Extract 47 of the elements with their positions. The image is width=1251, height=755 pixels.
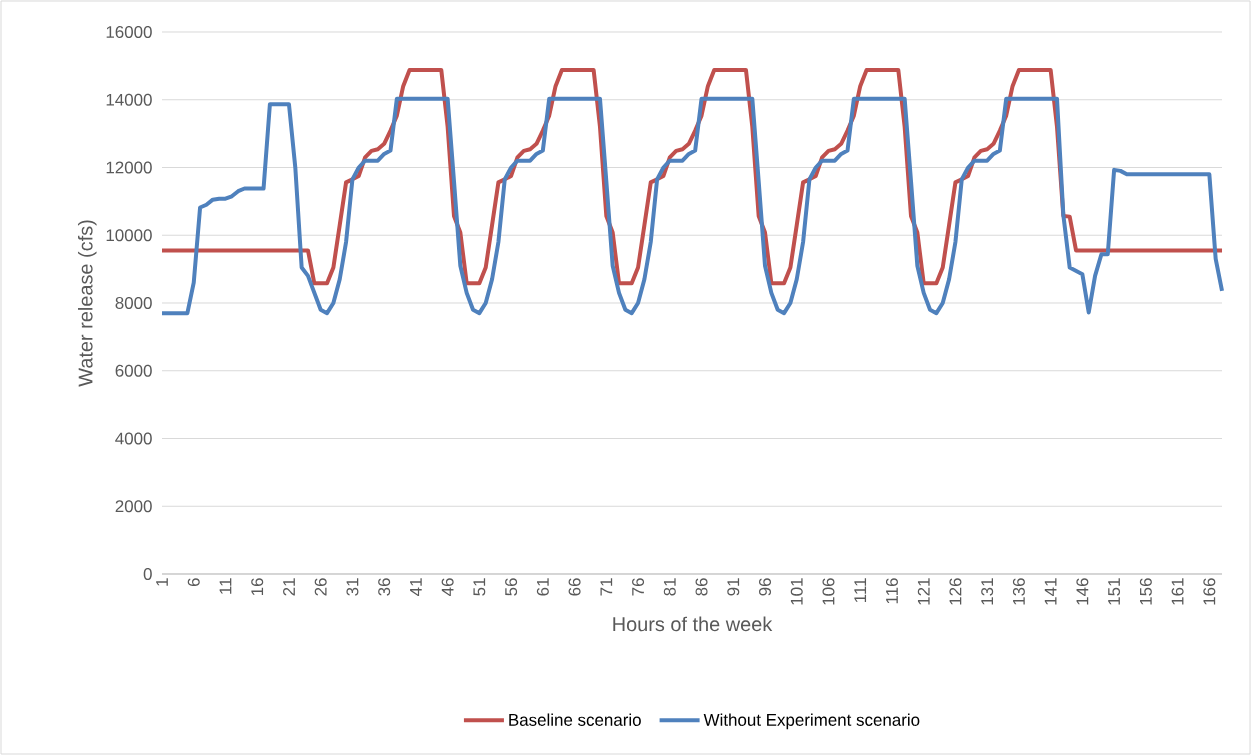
x-tick-label: 26	[314, 578, 327, 596]
x-tick-label: 166	[1203, 578, 1216, 605]
x-tick-label: 41	[410, 578, 422, 596]
x-tick-label: 86	[695, 578, 708, 596]
x-tick-label: 96	[759, 578, 772, 596]
x-tick-label: 21	[283, 578, 295, 596]
x-tick-label: 136	[1012, 578, 1025, 605]
x-tick-label: 131	[981, 578, 994, 605]
x-axis-title: Hours of the week	[613, 616, 773, 632]
x-tick-label: 46	[441, 578, 454, 596]
x-tick-label: 6	[187, 578, 200, 587]
x-tick-label: 51	[473, 578, 486, 596]
y-axis-title: Water release (cfs)	[77, 220, 97, 387]
legend-label: Without Experiment scenario	[703, 713, 920, 730]
y-tick-label: 0	[143, 568, 152, 580]
x-tick-label: 11	[219, 578, 232, 594]
y-tick-label: 4000	[115, 432, 152, 445]
x-tick-label: 16	[251, 578, 264, 596]
x-tick-label: 146	[1076, 578, 1089, 605]
x-tick-label: 126	[949, 578, 962, 605]
y-tick-label: 6000	[115, 364, 152, 377]
y-tick-label: 2000	[115, 500, 152, 513]
x-tick-label: 1	[156, 578, 168, 586]
y-tick-label: 8000	[115, 297, 152, 309]
y-tick-label: 14000	[106, 93, 152, 106]
x-tick-label: 111	[854, 578, 867, 602]
y-tick-label: 10000	[106, 229, 152, 242]
x-tick-label: 91	[727, 578, 740, 596]
x-tick-label: 151	[1108, 578, 1121, 605]
x-tick-label: 56	[505, 578, 518, 596]
x-tick-label: 71	[600, 578, 613, 596]
x-tick-label: 66	[568, 578, 581, 596]
x-tick-label: 76	[632, 578, 645, 596]
x-tick-label: 81	[663, 578, 676, 596]
x-tick-label: 121	[917, 578, 930, 605]
x-tick-label: 106	[822, 578, 835, 605]
x-tick-label: 31	[346, 578, 359, 596]
x-tick-label: 36	[378, 578, 391, 596]
y-tick-label: 16000	[106, 26, 152, 38]
x-tick-label: 156	[1139, 578, 1152, 605]
x-tick-label: 116	[885, 578, 898, 604]
x-tick-label: 101	[790, 578, 803, 605]
legend-label: Baseline scenario	[509, 713, 641, 726]
x-tick-label: 61	[536, 578, 549, 596]
y-tick-label: 12000	[106, 161, 152, 174]
x-tick-label: 141	[1044, 578, 1057, 605]
x-tick-label: 161	[1171, 578, 1184, 605]
